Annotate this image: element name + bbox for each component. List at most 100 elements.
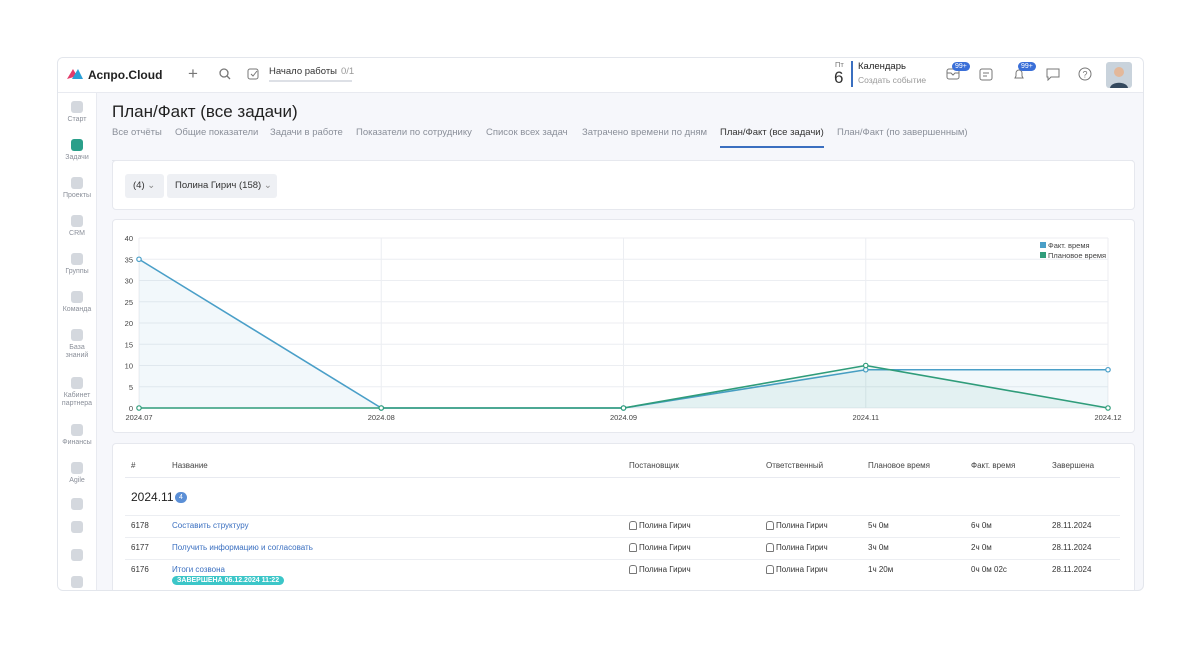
area xyxy=(139,365,1108,408)
y-tick-label: 5 xyxy=(129,383,133,392)
sidebar-icon[interactable] xyxy=(71,291,83,303)
group-count: 4 xyxy=(175,492,187,503)
y-tick-label: 25 xyxy=(125,298,133,307)
sidebar-icon[interactable] xyxy=(71,521,83,533)
point xyxy=(378,405,385,411)
app-window: Аспро.Cloud + Начало работы 0/1 Пт 6 Кал… xyxy=(57,57,1144,591)
table-cell: Полина Гирич xyxy=(776,543,828,552)
logo-text[interactable]: Аспро.Cloud xyxy=(88,68,163,82)
x-tick-label: 2024.11 xyxy=(852,413,879,422)
start-work[interactable]: Начало работы xyxy=(269,66,338,77)
table-cell: Полина Гирич xyxy=(639,543,691,552)
sidebar-icon[interactable] xyxy=(71,215,83,227)
x-tick-label: 2024.09 xyxy=(610,413,637,422)
sidebar-label[interactable]: Кабинет партнера xyxy=(61,392,93,407)
chart: 0 5 10 15 20 25 30 35 40 2024.07 2024.08 2024.09 202… xyxy=(125,234,1122,422)
filter-chip[interactable]: (4) ⌄ xyxy=(125,174,164,198)
calendar-action[interactable]: Создать событие xyxy=(858,75,927,85)
sidebar-label[interactable]: Группы xyxy=(65,268,89,275)
sidebar-icon[interactable] xyxy=(71,253,83,265)
tab-underline xyxy=(720,146,824,148)
sidebar-icon[interactable] xyxy=(71,424,83,436)
sidebar-label[interactable]: Agile xyxy=(69,477,85,484)
table-cell: 1ч 20м xyxy=(868,565,894,574)
sidebar-label[interactable]: CRM xyxy=(69,230,85,237)
chevron: ⌄ xyxy=(144,180,156,191)
sidebar: Старт Задачи Проекты CRM Группы Команда База з… xyxy=(58,93,97,590)
sidebar-label[interactable]: Проекты xyxy=(62,192,92,199)
tab[interactable]: Все отчёты xyxy=(112,127,162,138)
chat-icon[interactable] xyxy=(1046,68,1060,81)
tab[interactable]: Задачи в работе xyxy=(270,127,343,138)
person-icon xyxy=(766,521,774,530)
search-icon[interactable] xyxy=(219,68,231,80)
bell-badge: 99+ xyxy=(1018,62,1036,71)
sidebar-icon[interactable] xyxy=(71,329,83,341)
tab[interactable]: Общие показатели xyxy=(175,127,259,138)
sidebar-label[interactable]: Команда xyxy=(62,306,92,313)
column-header: Название xyxy=(172,461,208,470)
calendar-title[interactable]: Календарь xyxy=(858,61,906,72)
table-cell: 0ч 0м 02с xyxy=(971,565,1007,574)
tab[interactable]: План/Факт (все задачи) xyxy=(720,127,824,138)
y-tick-label: 30 xyxy=(125,277,133,286)
sidebar-label[interactable]: Старт xyxy=(67,116,87,123)
tab[interactable]: План/Факт (по завершенным) xyxy=(837,127,968,138)
mail-badge: 99+ xyxy=(952,62,970,71)
filter-label: (4) xyxy=(133,180,145,191)
sidebar-icon[interactable] xyxy=(71,177,83,189)
table-cell: 6177 xyxy=(131,543,149,552)
y-tick-label: 15 xyxy=(125,340,133,349)
tab[interactable]: Показатели по сотруднику xyxy=(356,127,472,138)
table-cell: 6176 xyxy=(131,565,149,574)
point xyxy=(620,405,627,411)
sidebar-icon[interactable] xyxy=(71,139,83,151)
table-cell: 28.11.2024 xyxy=(1052,543,1092,552)
table-panel: # Название Постановщик Ответственный Планово… xyxy=(112,443,1135,590)
group-label: 2024.11 xyxy=(131,490,174,504)
notes-icon[interactable] xyxy=(979,68,993,81)
avatar[interactable] xyxy=(1106,62,1132,88)
y-tick-label: 40 xyxy=(125,234,133,243)
day-name: Пт xyxy=(835,60,844,69)
legend-swatch xyxy=(1040,242,1046,248)
start-icon[interactable] xyxy=(246,66,260,80)
point xyxy=(1105,366,1111,373)
task-link[interactable]: Получить информацию и согласовать xyxy=(172,543,313,552)
table-cell: 28.11.2024 xyxy=(1052,521,1092,530)
progress-bar xyxy=(269,80,352,82)
help-icon[interactable]: ? xyxy=(1078,67,1092,81)
row-divider xyxy=(125,515,1120,516)
sidebar-label[interactable]: База знаний xyxy=(65,344,89,359)
sidebar-icon[interactable] xyxy=(71,462,83,474)
task-link[interactable]: Итоги созвона xyxy=(172,565,225,574)
y-tick-label: 10 xyxy=(125,362,133,371)
sidebar-label[interactable]: Финансы xyxy=(62,439,92,446)
sidebar-label[interactable]: Задачи xyxy=(65,154,89,161)
tab[interactable]: Затрачено времени по дням xyxy=(582,127,708,138)
column-header: Факт. время xyxy=(971,461,1016,470)
sidebar-icon[interactable] xyxy=(71,576,83,588)
calendar-divider xyxy=(851,61,853,87)
table-cell: 3ч 0м xyxy=(868,543,889,552)
sidebar-icon[interactable] xyxy=(71,549,83,561)
table-cell: Полина Гирич xyxy=(776,521,828,530)
status-badge: ЗАВЕРШЕНА 06.12.2024 11:22 xyxy=(172,576,285,585)
x-tick-label: 2024.07 xyxy=(125,413,152,422)
legend-label: Плановое время xyxy=(1048,251,1106,260)
add-button[interactable]: + xyxy=(188,64,198,83)
chevron: ⌄ xyxy=(261,180,272,191)
column-header: Завершена xyxy=(1052,461,1095,470)
task-link[interactable]: Составить структуру xyxy=(172,521,249,530)
column-header: Ответственный xyxy=(766,461,824,470)
top-bar: Аспро.Cloud + Начало работы 0/1 Пт 6 Кал… xyxy=(58,58,1143,93)
sidebar-icon[interactable] xyxy=(71,101,83,113)
row-divider xyxy=(125,559,1120,560)
sidebar-icon[interactable] xyxy=(71,377,83,389)
tab[interactable]: Список всех задач xyxy=(486,127,568,138)
sidebar-icon[interactable] xyxy=(71,498,83,510)
filter-chip[interactable]: Полина Гирич (158) ⌄ xyxy=(167,174,277,198)
x-tick-label: 2024.12 xyxy=(1094,413,1121,422)
legend-label: Факт. время xyxy=(1048,241,1090,250)
